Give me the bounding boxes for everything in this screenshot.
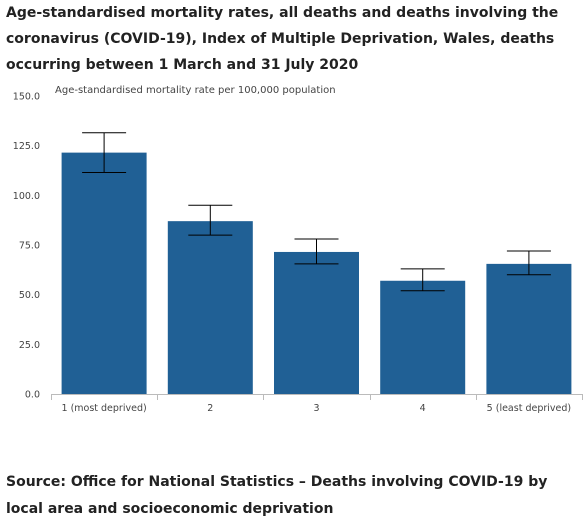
x-tick-label: 5 (least deprived) xyxy=(487,403,571,414)
y-axis-label: Age-standardised mortality rate per 100,… xyxy=(55,85,336,96)
error-bar xyxy=(82,132,127,173)
bar xyxy=(61,152,147,394)
chart-title: Age-standardised mortality rates, all de… xyxy=(6,5,559,73)
y-tick-label: 50.0 xyxy=(19,290,40,301)
bar xyxy=(274,251,359,394)
bar xyxy=(167,221,253,394)
y-tick-label: 100.0 xyxy=(13,191,40,202)
x-tick-label: 3 xyxy=(313,403,319,414)
bars xyxy=(61,152,572,394)
source-note: Source: Office for National Statistics –… xyxy=(6,474,548,517)
y-axis: 0.0 25.0 50.0 75.0 100.0 125.0 150.0 xyxy=(13,92,40,401)
y-tick-label: 25.0 xyxy=(19,340,40,351)
x-tick-label: 2 xyxy=(207,403,213,414)
error-bar xyxy=(188,204,233,236)
bar xyxy=(380,280,466,394)
error-bar xyxy=(400,268,445,292)
bar xyxy=(486,263,572,394)
x-axis: 1 (most deprived) 2 3 4 5 (least deprived) xyxy=(51,394,583,414)
y-tick-label: 150.0 xyxy=(13,92,40,103)
chart-area: 0.0 25.0 50.0 75.0 100.0 125.0 150.0 Age-stand… xyxy=(13,85,583,414)
y-tick-label: 75.0 xyxy=(19,241,40,252)
x-tick-label: 4 xyxy=(420,403,426,414)
y-tick-label: 125.0 xyxy=(13,141,40,152)
error-bar xyxy=(294,238,339,265)
error-bars xyxy=(82,132,551,292)
error-bar xyxy=(506,250,551,276)
y-tick-label: 0.0 xyxy=(25,390,40,401)
x-tick-label: 1 (most deprived) xyxy=(62,403,147,414)
